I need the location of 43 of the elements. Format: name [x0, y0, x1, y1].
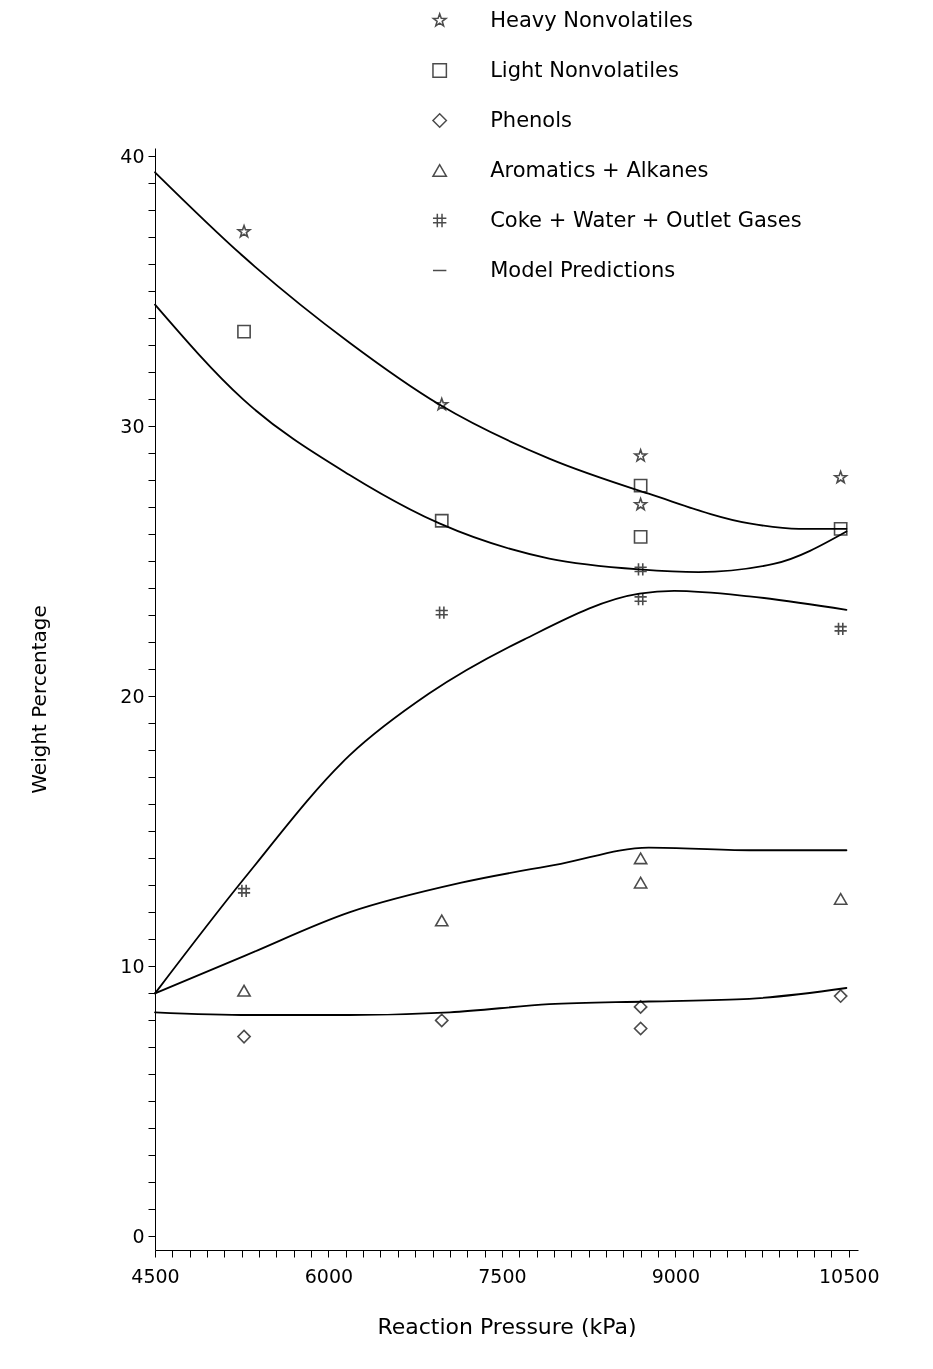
point	[434, 914, 449, 927]
x-tick-label: 4500	[131, 1264, 180, 1287]
point	[633, 478, 648, 493]
legend-label: Phenols	[490, 107, 572, 132]
point	[633, 852, 648, 865]
legend-label: Light Nonvolatiles	[490, 57, 679, 82]
point	[634, 448, 648, 462]
x-tick-label: 6000	[304, 1264, 354, 1287]
point	[633, 1021, 648, 1036]
point	[833, 892, 848, 905]
point	[434, 1013, 449, 1028]
point	[633, 876, 648, 889]
legend-label: Aromatics + Alkanes	[490, 157, 709, 182]
x-tick-label: 9000	[651, 1264, 700, 1287]
point	[435, 397, 449, 411]
y-tick-label: 30	[120, 414, 145, 437]
y-tick-label: 10	[120, 954, 145, 977]
point	[237, 1029, 251, 1044]
point	[434, 605, 449, 620]
legend-label: Heavy Nonvolatiles	[490, 7, 693, 32]
x-axis-title: Reaction Pressure (kPa)	[377, 1313, 637, 1339]
y-tick-label: 40	[120, 144, 145, 167]
point	[237, 224, 251, 238]
y-tick-label: 20	[120, 684, 145, 707]
point	[633, 562, 648, 577]
x-tick-label: 7500	[478, 1264, 527, 1287]
x-tick-label: 10500	[819, 1264, 880, 1287]
point	[237, 324, 251, 339]
point	[634, 497, 648, 511]
point	[833, 521, 848, 536]
point	[633, 999, 648, 1014]
point	[833, 989, 848, 1004]
point	[833, 621, 848, 636]
point	[237, 984, 251, 997]
legend-label: Coke + Water + Outlet Gases	[490, 207, 802, 232]
point	[834, 470, 848, 484]
point	[633, 592, 648, 606]
legend-label: Model Predictions	[490, 257, 676, 282]
point	[434, 513, 449, 528]
point	[237, 883, 251, 898]
y-axis-title: Weight Percentage	[27, 605, 52, 794]
y-tick-label: 0	[132, 1225, 145, 1247]
point	[633, 530, 648, 544]
